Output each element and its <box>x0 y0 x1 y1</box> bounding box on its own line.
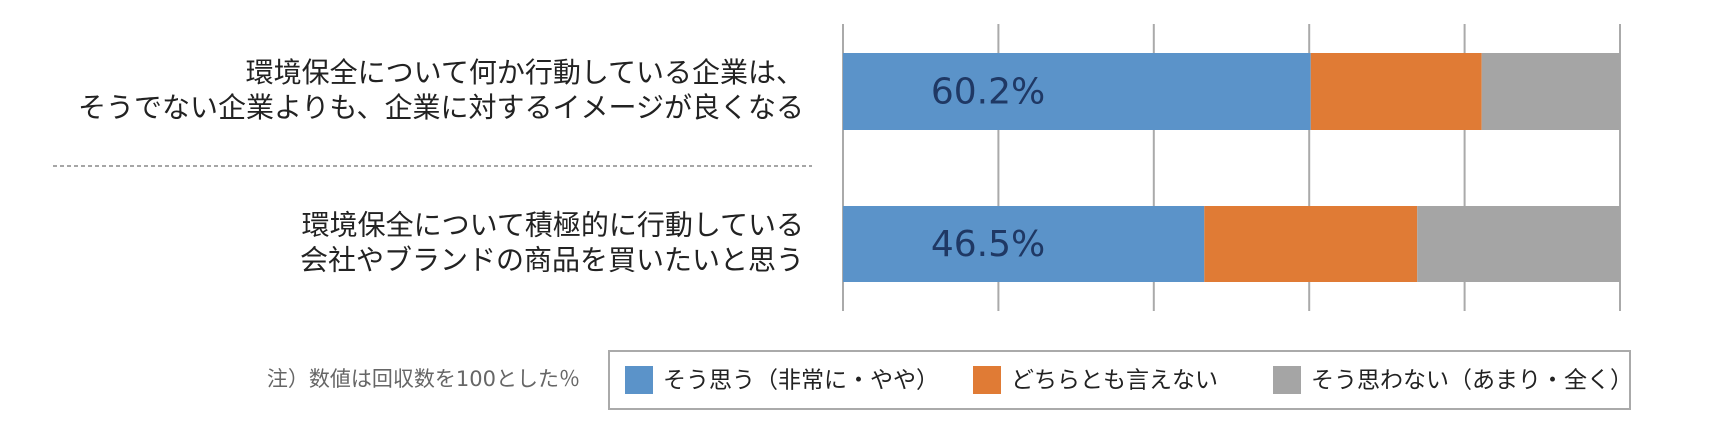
bar-segment <box>843 206 1205 282</box>
legend-label: そう思わない（あまり・全く） <box>1311 368 1633 394</box>
category-label: 環境保全について積極的に行動している会社やブランドの商品を買いたいと思う <box>300 209 804 277</box>
legend-swatch <box>973 366 1001 394</box>
bar-segment <box>1481 53 1620 130</box>
bar-segment <box>843 53 1311 130</box>
legend-swatch <box>625 366 653 394</box>
bar-segment <box>1417 206 1620 282</box>
legend-swatch <box>1273 366 1301 394</box>
bar-segment <box>1204 206 1418 282</box>
value-label: 60.2% <box>931 72 1045 113</box>
legend-label: どちらとも言えない <box>1011 368 1218 394</box>
category-label: 環境保全について何か行動している企業は、そうでない企業よりも、企業に対するイメー… <box>78 56 804 124</box>
legend-box <box>608 350 1631 410</box>
annotation: 注）数値は回収数を100とした％ <box>267 367 580 391</box>
bar-segment <box>1310 53 1482 130</box>
legend-label: そう思う（非常に・やや） <box>663 368 939 394</box>
value-label: 46.5% <box>931 224 1045 265</box>
